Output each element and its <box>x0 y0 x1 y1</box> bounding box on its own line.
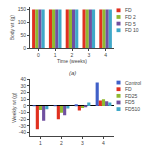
svg-text:Weekly wt (g): Weekly wt (g) <box>11 92 17 123</box>
svg-text:Body wt (g): Body wt (g) <box>9 15 15 41</box>
svg-text:-30: -30 <box>19 123 26 129</box>
svg-text:100: 100 <box>18 19 27 25</box>
svg-text:1: 1 <box>54 52 57 58</box>
svg-text:(a): (a) <box>69 70 76 76</box>
svg-text:-40: -40 <box>19 129 26 135</box>
svg-text:0: 0 <box>23 103 26 109</box>
svg-text:FD 10: FD 10 <box>125 27 139 33</box>
svg-text:-10: -10 <box>19 109 26 115</box>
svg-text:Time (weeks): Time (weeks) <box>57 58 87 64</box>
svg-text:30: 30 <box>20 83 26 89</box>
svg-text:50: 50 <box>20 32 26 38</box>
svg-text:20: 20 <box>20 89 26 95</box>
svg-text:FD25: FD25 <box>125 93 137 99</box>
svg-text:FD: FD <box>125 7 132 13</box>
svg-text:FD 2: FD 2 <box>125 14 136 20</box>
svg-text:4: 4 <box>102 140 105 146</box>
svg-text:FD 5: FD 5 <box>125 21 136 27</box>
svg-text:150: 150 <box>18 6 27 12</box>
svg-text:40: 40 <box>20 76 26 82</box>
svg-text:2: 2 <box>60 140 63 146</box>
svg-text:2: 2 <box>71 52 74 58</box>
svg-text:3: 3 <box>87 52 90 58</box>
svg-text:3: 3 <box>81 140 84 146</box>
svg-text:4: 4 <box>104 52 107 58</box>
svg-text:FD5: FD5 <box>125 99 135 105</box>
svg-text:FD: FD <box>125 86 132 92</box>
svg-text:1: 1 <box>39 140 42 146</box>
svg-text:0: 0 <box>37 52 40 58</box>
svg-text:FD510: FD510 <box>125 106 140 112</box>
svg-text:Control: Control <box>125 80 141 86</box>
svg-text:0: 0 <box>23 45 26 51</box>
svg-text:10: 10 <box>20 96 26 102</box>
svg-text:-20: -20 <box>19 116 26 122</box>
